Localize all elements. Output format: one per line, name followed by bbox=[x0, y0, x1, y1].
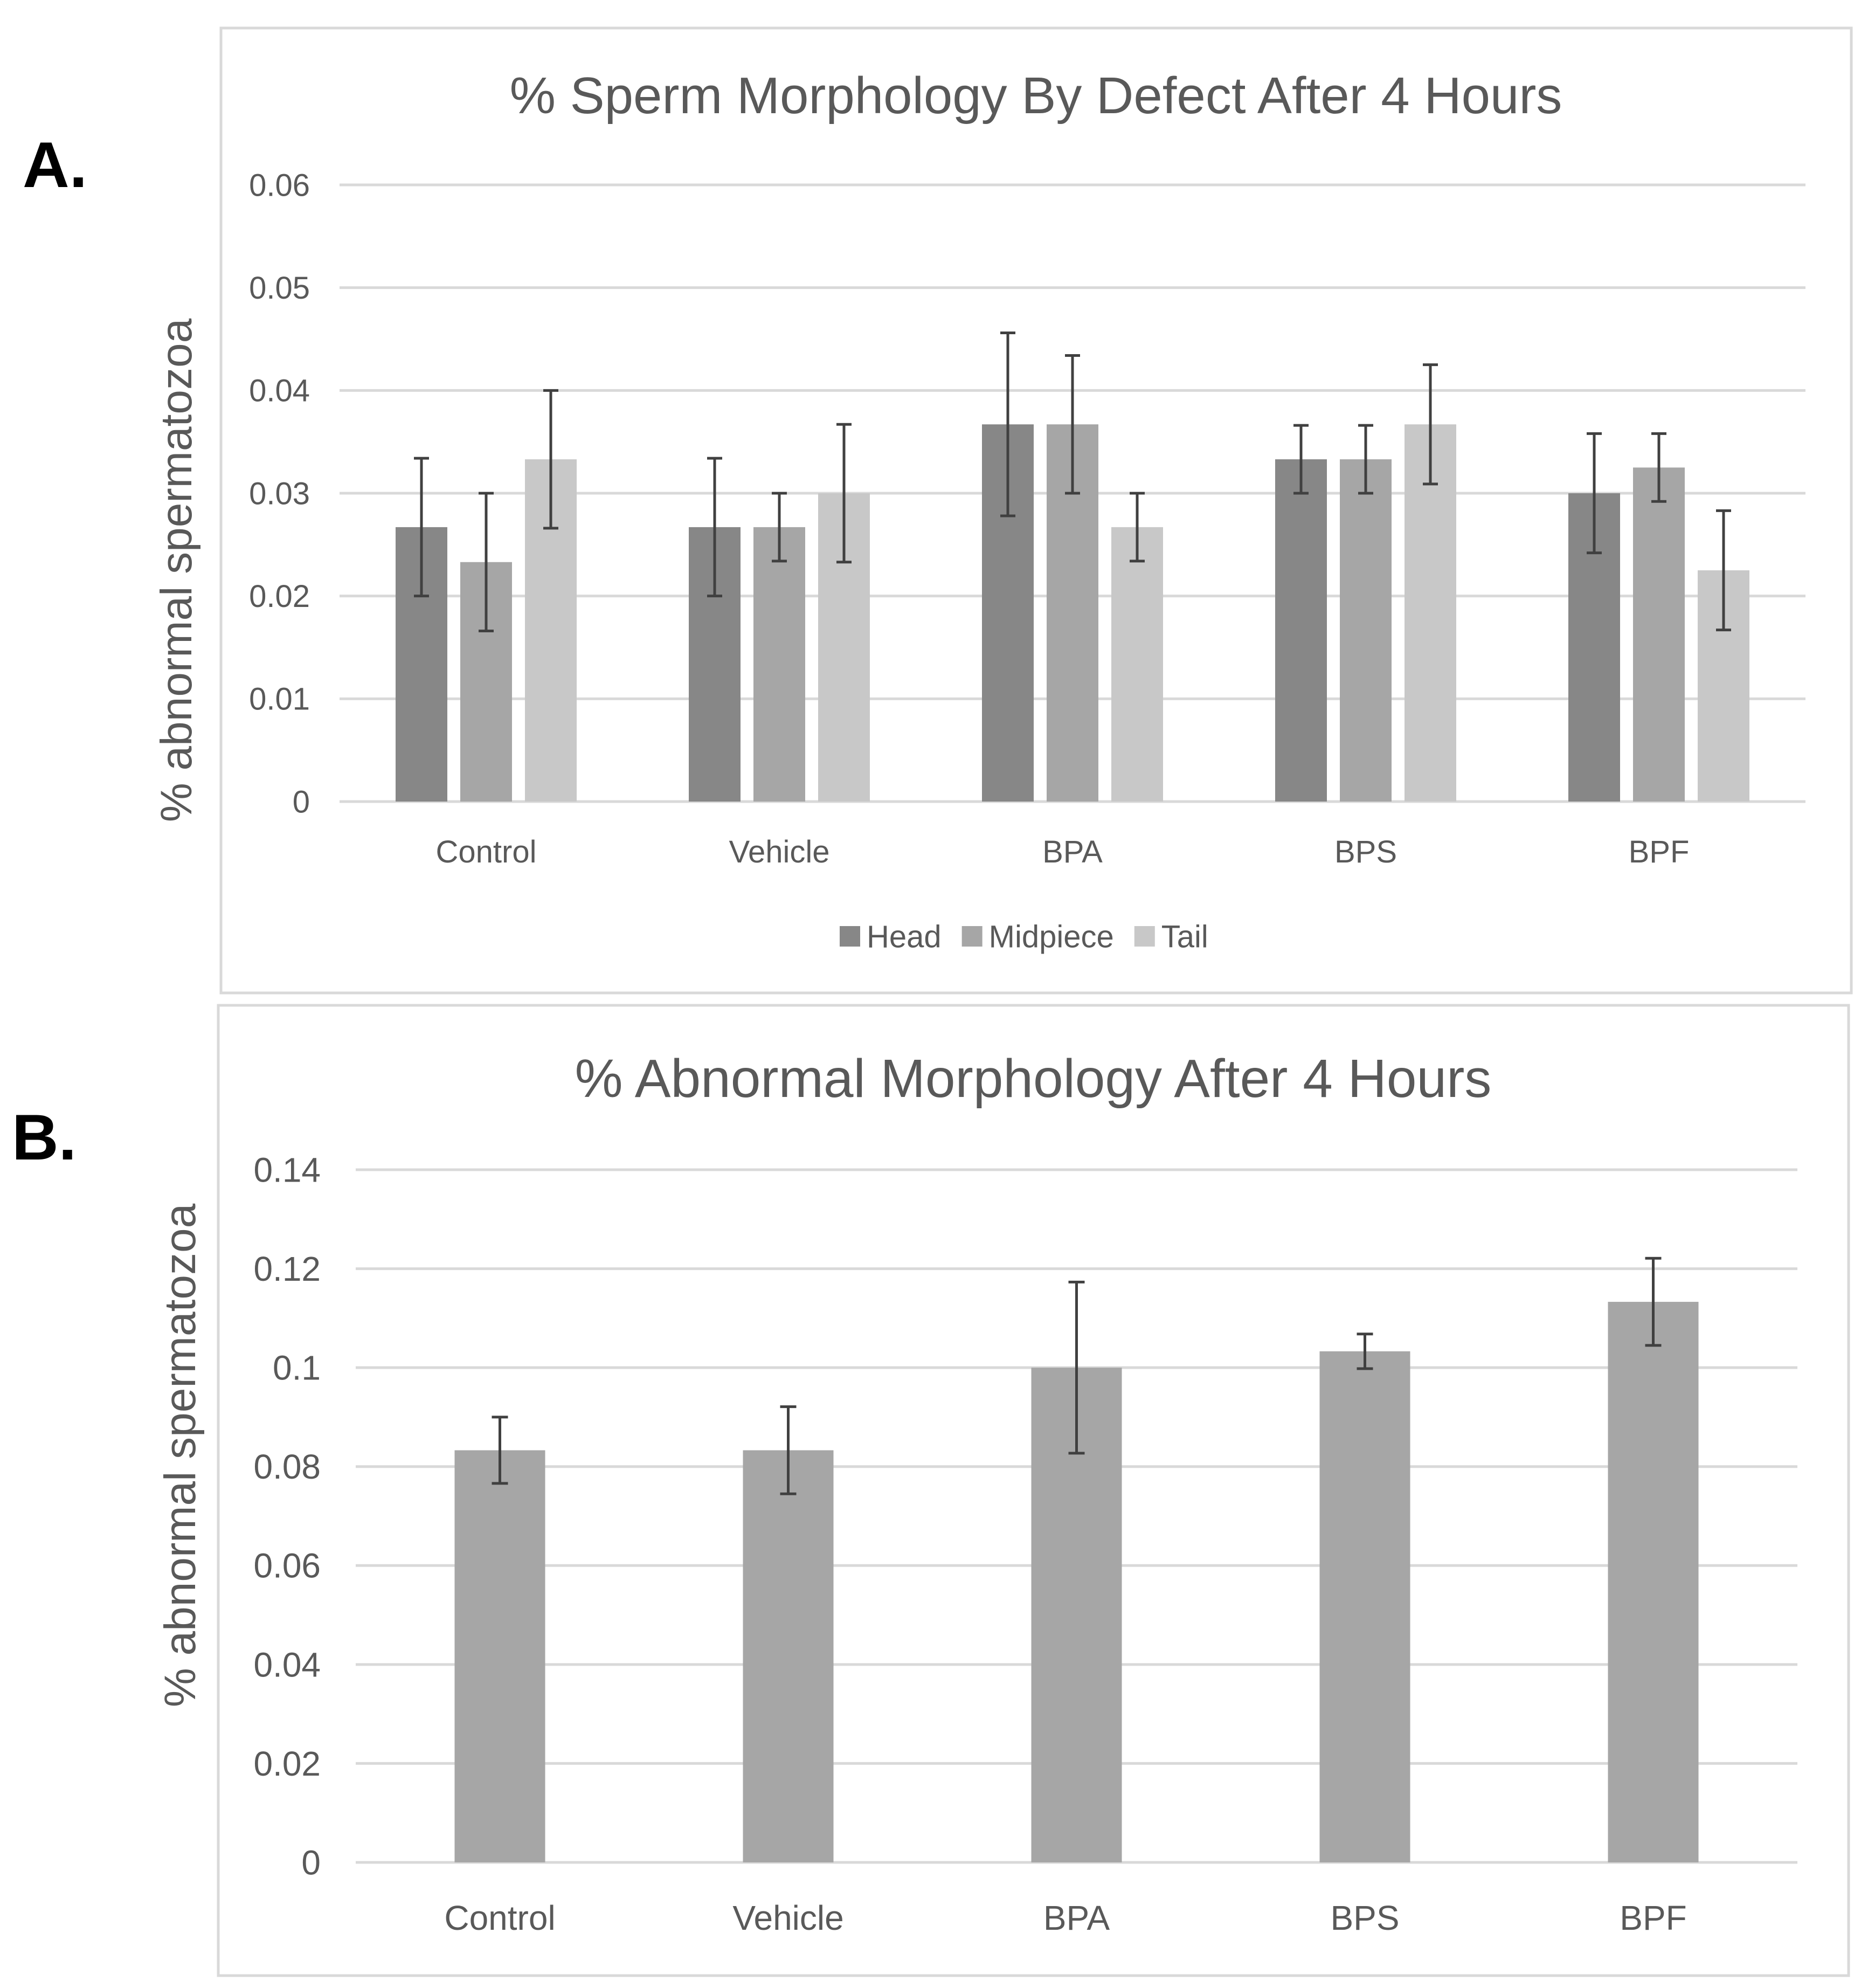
y-tick-label: 0.04 bbox=[249, 374, 310, 409]
y-tick-label: 0.14 bbox=[253, 1150, 321, 1189]
error-bar bbox=[1065, 354, 1080, 495]
legend-swatch bbox=[961, 926, 983, 947]
error-bar bbox=[414, 457, 429, 598]
panel-b-bars bbox=[454, 1302, 1699, 1862]
x-tick-label: BPS bbox=[1334, 834, 1397, 869]
panel-b-error-bars bbox=[492, 1257, 1662, 1495]
error-bar bbox=[1357, 1333, 1373, 1370]
panel-a-title: % Sperm Morphology By Defect After 4 Hou… bbox=[510, 67, 1562, 125]
error-bar bbox=[492, 1416, 508, 1485]
x-tick-label: BPF bbox=[1629, 834, 1690, 869]
y-tick-label: 0.05 bbox=[249, 271, 310, 306]
panel-b-y-ticks: 0 0.02 0.04 0.06 0.08 0.1 0.12 0.14 bbox=[253, 1150, 321, 1882]
x-tick-label: Control bbox=[444, 1899, 555, 1937]
bar-abnormal-bpf bbox=[1608, 1302, 1699, 1862]
y-tick-label: 0 bbox=[301, 1843, 321, 1882]
error-bar bbox=[1358, 424, 1373, 495]
error-bar bbox=[1716, 509, 1731, 632]
panel-b-label: B. bbox=[12, 1101, 77, 1174]
error-bar bbox=[1423, 363, 1438, 486]
panel-a-bars bbox=[396, 424, 1749, 802]
panel-a-legend: Head Midpiece Tail bbox=[840, 919, 1208, 954]
panel-b-chart: % Abnormal Morphology After 4 Hours % ab… bbox=[156, 1004, 1850, 1977]
x-tick-label: Vehicle bbox=[732, 1899, 843, 1937]
panel-a-x-ticks: Control Vehicle BPA BPS BPF bbox=[436, 834, 1690, 869]
panel-a-chart: % Sperm Morphology By Defect After 4 Hou… bbox=[152, 26, 1853, 995]
bar-midpiece-bpf bbox=[1633, 467, 1685, 802]
y-tick-label: 0.08 bbox=[253, 1447, 321, 1486]
legend-item-head: Head bbox=[840, 919, 942, 954]
error-bar bbox=[836, 423, 852, 564]
panel-a-error-bars bbox=[414, 332, 1731, 632]
y-tick-label: 0.06 bbox=[253, 1547, 321, 1585]
bar-midpiece-vehicle bbox=[753, 527, 805, 802]
legend-swatch bbox=[840, 926, 860, 947]
error-bar bbox=[1068, 1280, 1085, 1455]
error-bar bbox=[1645, 1257, 1662, 1347]
error-bar bbox=[1130, 492, 1145, 563]
y-tick-label: 0.12 bbox=[253, 1250, 321, 1288]
legend-item-midpiece: Midpiece bbox=[961, 919, 1114, 954]
legend-label: Head bbox=[867, 919, 942, 954]
bar-abnormal-vehicle bbox=[743, 1450, 834, 1862]
panel-a-label: A. bbox=[23, 129, 87, 201]
y-tick-label: 0.06 bbox=[249, 168, 310, 203]
bar-midpiece-bps bbox=[1340, 459, 1392, 802]
bar-abnormal-bps bbox=[1319, 1351, 1410, 1862]
y-tick-label: 0.01 bbox=[249, 682, 310, 717]
legend-label: Midpiece bbox=[989, 919, 1114, 954]
panel-b-title: % Abnormal Morphology After 4 Hours bbox=[575, 1048, 1492, 1109]
y-tick-label: 0.02 bbox=[249, 579, 310, 614]
error-bar bbox=[1587, 432, 1602, 555]
legend-item-tail: Tail bbox=[1134, 919, 1208, 954]
panel-b-y-axis-label: % abnormal spermatozoa bbox=[156, 1203, 205, 1707]
bar-head-bps bbox=[1275, 459, 1327, 802]
x-tick-label: Control bbox=[436, 834, 537, 869]
error-bar bbox=[479, 492, 494, 632]
bar-tail-bpa bbox=[1111, 527, 1163, 802]
error-bar bbox=[707, 457, 722, 598]
panel-b-x-ticks: Control Vehicle BPA BPS BPF bbox=[444, 1899, 1686, 1937]
y-tick-label: 0.04 bbox=[253, 1645, 321, 1684]
x-tick-label: BPA bbox=[1042, 834, 1103, 869]
error-bar bbox=[1000, 332, 1015, 517]
y-tick-label: 0.02 bbox=[253, 1744, 321, 1783]
error-bar bbox=[1651, 432, 1666, 503]
y-tick-label: 0.1 bbox=[273, 1349, 321, 1388]
error-bar bbox=[780, 1405, 797, 1495]
x-tick-label: BPA bbox=[1043, 1899, 1110, 1937]
y-tick-label: 0 bbox=[293, 784, 310, 819]
x-tick-label: Vehicle bbox=[729, 834, 829, 869]
panel-a-y-ticks: 0 0.01 0.02 0.03 0.04 0.05 0.06 bbox=[249, 168, 310, 819]
y-tick-label: 0.03 bbox=[249, 476, 310, 511]
error-bar bbox=[1293, 424, 1309, 495]
legend-label: Tail bbox=[1161, 919, 1208, 954]
error-bar bbox=[772, 492, 787, 563]
bar-tail-bps bbox=[1405, 424, 1456, 802]
x-tick-label: BPS bbox=[1330, 1899, 1399, 1937]
legend-swatch bbox=[1134, 926, 1155, 947]
x-tick-label: BPF bbox=[1620, 1899, 1686, 1937]
panel-a-y-axis-label: % abnormal spermatozoa bbox=[152, 318, 201, 822]
bar-abnormal-control bbox=[454, 1450, 545, 1862]
error-bar bbox=[543, 389, 558, 530]
